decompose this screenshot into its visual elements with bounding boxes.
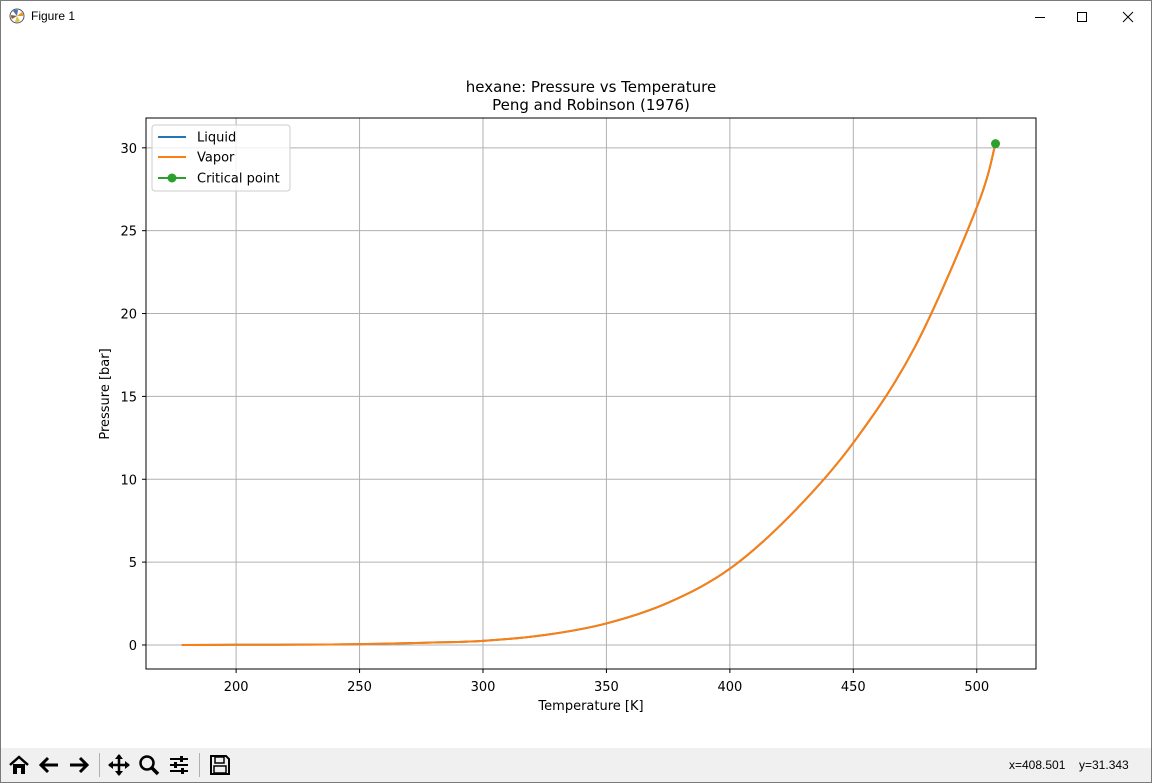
forward-button[interactable] [65, 751, 93, 779]
matplotlib-logo-icon [9, 8, 25, 24]
y-tick-label: 25 [120, 225, 137, 240]
pan-button[interactable] [105, 751, 133, 779]
title-bar[interactable]: Figure 1 [1, 1, 1151, 32]
configure-subplots-icon [170, 756, 188, 774]
save-button[interactable] [206, 751, 234, 779]
x-tick-label: 450 [841, 680, 866, 695]
minimize-button[interactable] [1017, 1, 1063, 32]
minimize-icon [1035, 16, 1045, 18]
toolbar-separator [99, 753, 100, 777]
home-button[interactable] [5, 751, 33, 779]
liquid-series-line [181, 143, 997, 646]
y-tick-label: 15 [120, 390, 137, 405]
y-tick-label: 5 [129, 556, 137, 571]
pressure-temperature-chart[interactable]: hexane: Pressure vs Temperature Peng and… [1, 32, 1151, 748]
legend-box [151, 124, 291, 192]
y-tick-label: 10 [120, 473, 137, 488]
x-tick-label: 400 [717, 680, 742, 695]
tick-layer: 200 250 300 350 400 450 500 0 5 10 15 20 25 30 [120, 142, 989, 695]
x-axis-label: Temperature [K] [537, 699, 643, 714]
y-tick-label: 30 [120, 142, 137, 157]
legend-critical-label: Critical point [197, 172, 280, 187]
chart-title: hexane: Pressure vs Temperature [466, 78, 716, 96]
legend: Liquid Vapor Critical point [151, 124, 291, 192]
legend-critical-marker [167, 173, 177, 183]
axes-frame [145, 117, 1037, 670]
x-tick-label: 500 [964, 680, 989, 695]
back-button[interactable] [35, 751, 63, 779]
close-icon [1122, 11, 1134, 22]
legend-liquid-label: Liquid [197, 131, 236, 146]
y-axis-label: Pressure [bar] [98, 348, 113, 439]
pan-icon [108, 754, 130, 776]
vapor-series-line [181, 143, 997, 646]
y-tick-label: 20 [120, 308, 137, 323]
x-tick-label: 200 [224, 680, 249, 695]
maximize-button[interactable] [1059, 1, 1105, 32]
critical-point-marker [991, 139, 1001, 149]
figure-canvas[interactable]: hexane: Pressure vs Temperature Peng and… [1, 32, 1151, 748]
series-layer [181, 139, 1001, 646]
window-title: Figure 1 [31, 9, 76, 23]
save-icon [210, 755, 230, 775]
back-icon [38, 756, 58, 774]
toolbar-separator [199, 753, 200, 777]
close-button[interactable] [1105, 1, 1151, 32]
y-tick-label: 0 [129, 639, 137, 654]
maximize-icon [1077, 11, 1087, 22]
cursor-y-readout: y=31.343 [1079, 758, 1129, 772]
x-tick-label: 250 [347, 680, 372, 695]
zoom-button[interactable] [135, 751, 163, 779]
chart-subtitle: Peng and Robinson (1976) [492, 96, 690, 114]
home-icon [9, 755, 29, 774]
x-tick-label: 300 [471, 680, 496, 695]
cursor-x-readout: x=408.501 [1009, 758, 1066, 772]
navigation-toolbar [1, 748, 1151, 782]
x-tick-label: 350 [594, 680, 619, 695]
zoom-icon [139, 755, 160, 776]
forward-icon [70, 756, 90, 774]
grid-lines [146, 118, 1036, 669]
configure-subplots-button[interactable] [165, 751, 193, 779]
legend-vapor-label: Vapor [197, 151, 235, 166]
